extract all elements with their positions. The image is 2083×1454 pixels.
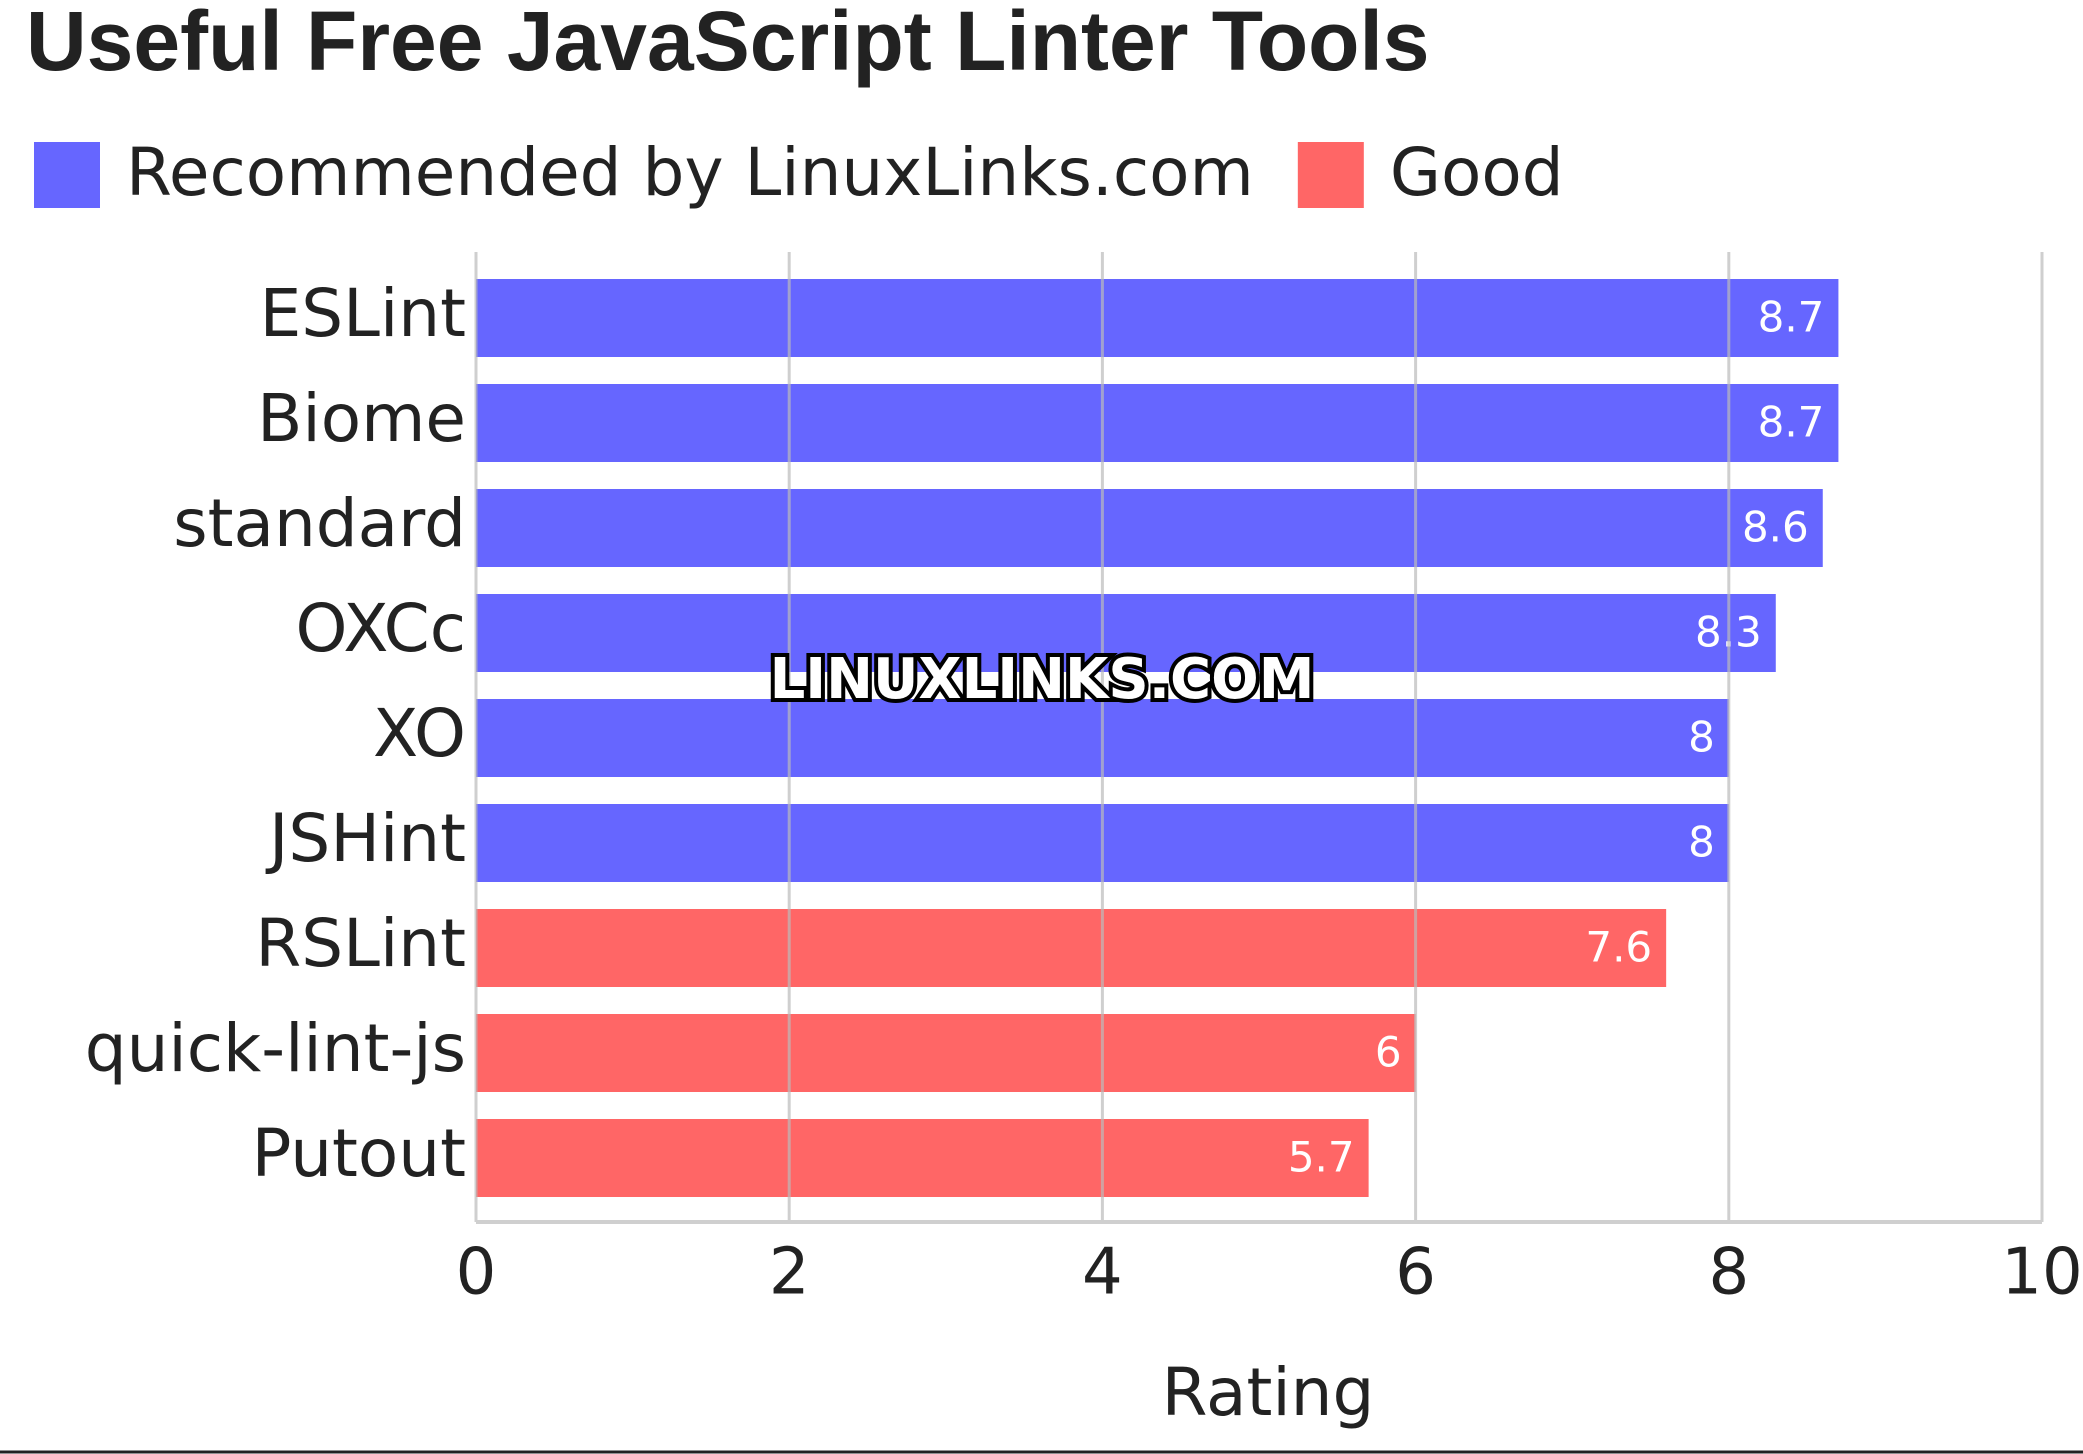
x-tick-label: 2 <box>769 1236 810 1310</box>
y-tick-label: JSHint <box>265 800 466 877</box>
legend: Recommended by LinuxLinks.com Good <box>34 134 1564 211</box>
watermark: LINUXLINKS.COM <box>770 647 1315 712</box>
x-tick-label: 8 <box>1708 1236 1749 1310</box>
x-tick-label: 4 <box>1082 1236 1123 1310</box>
x-tick-label: 0 <box>456 1236 497 1310</box>
chart-title: Useful Free JavaScript Linter Tools <box>26 0 1430 88</box>
legend-swatch <box>34 142 100 208</box>
y-tick-label: OXCc <box>295 590 466 667</box>
value-label: 5.7 <box>1288 1133 1355 1182</box>
bar <box>476 1119 1369 1197</box>
grid <box>474 252 2044 1224</box>
bar <box>476 384 1839 462</box>
bar <box>476 279 1839 357</box>
bar <box>476 594 1776 672</box>
y-tick-label: quick-lint-js <box>85 1010 466 1087</box>
x-tick-label: 10 <box>2001 1236 2082 1310</box>
value-label: 6 <box>1375 1028 1402 1077</box>
legend-label: Recommended by LinuxLinks.com <box>126 134 1254 211</box>
x-tick-label: 6 <box>1395 1236 1436 1310</box>
value-label: 8 <box>1688 818 1715 867</box>
value-label: 8.6 <box>1742 503 1809 552</box>
value-label: 8 <box>1688 713 1715 762</box>
bar <box>476 909 1667 987</box>
y-tick-label: RSLint <box>255 905 466 982</box>
bar <box>476 1014 1416 1092</box>
y-tick-label: XO <box>373 695 466 772</box>
value-label: 7.6 <box>1585 923 1652 972</box>
bar <box>476 489 1823 567</box>
y-tick-label: ESLint <box>260 275 466 352</box>
value-label: 8.7 <box>1758 293 1825 342</box>
value-label: 8.7 <box>1758 398 1825 447</box>
y-tick-label: Biome <box>257 380 466 457</box>
y-tick-label: Putout <box>252 1115 466 1192</box>
y-tick-label: standard <box>173 485 466 562</box>
legend-swatch <box>1297 142 1364 208</box>
x-axis-label: Rating <box>1162 1354 1375 1431</box>
legend-label: Good <box>1390 134 1564 211</box>
